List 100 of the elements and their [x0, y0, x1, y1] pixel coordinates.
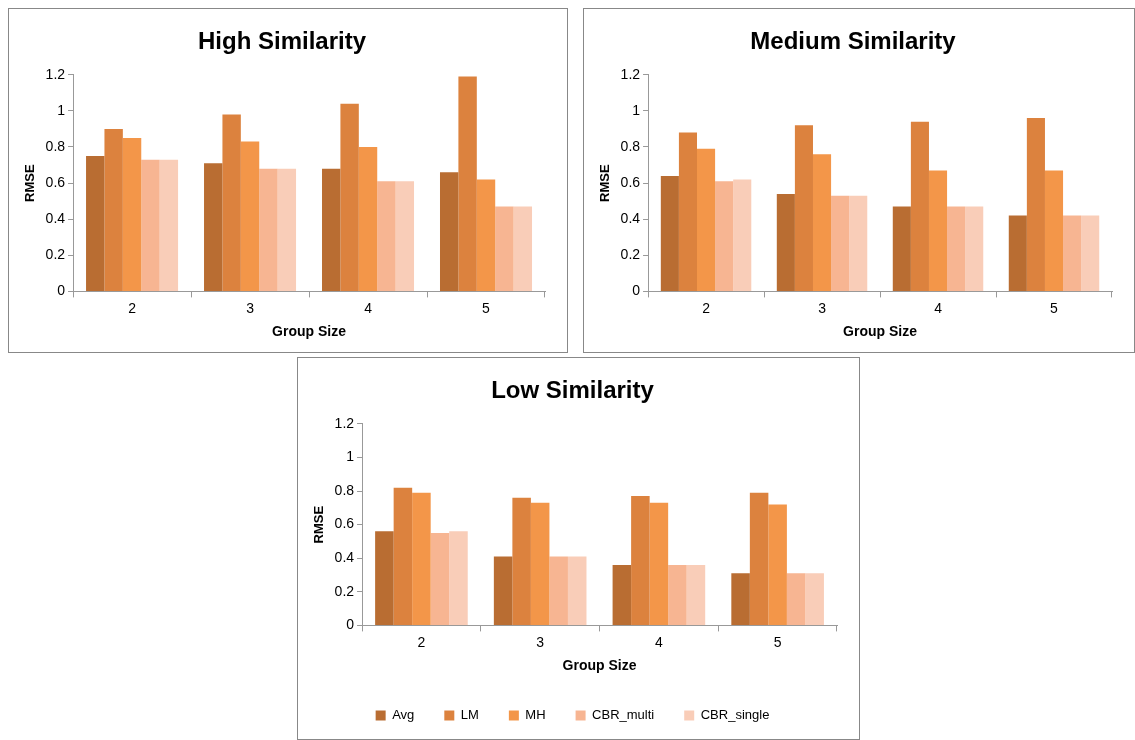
bar — [612, 564, 632, 625]
bar — [849, 195, 868, 291]
bar — [222, 114, 241, 291]
bar — [831, 195, 850, 291]
chart-title: Low Similarity — [491, 376, 655, 404]
bar — [159, 159, 179, 291]
y-tick-label: 0.8 — [620, 137, 641, 154]
y-tick-label: 1 — [57, 101, 66, 118]
bar — [439, 172, 459, 291]
y-tick-label: 0.6 — [45, 173, 66, 190]
y-axis-title: RMSE — [311, 505, 327, 544]
legend-label: LM — [460, 707, 479, 723]
bar — [240, 141, 260, 291]
bar — [812, 154, 832, 291]
bar — [412, 492, 431, 625]
legend-label: CBR_multi — [592, 707, 655, 723]
bar — [375, 531, 394, 625]
chart-title: High Similarity — [197, 27, 367, 55]
bar — [449, 531, 468, 625]
bar — [141, 159, 160, 291]
bar — [733, 179, 752, 291]
x-axis-title: Group Size — [562, 657, 637, 674]
bar — [649, 502, 669, 625]
x-tick-label: 5 — [773, 633, 782, 650]
bar — [947, 206, 966, 291]
y-axis-title: RMSE — [597, 163, 613, 202]
y-axis-title: RMSE — [22, 163, 38, 202]
y-tick-label: 0.8 — [45, 137, 66, 154]
y-tick-label: 0.8 — [334, 481, 355, 498]
y-tick-label: 0.4 — [45, 210, 66, 227]
y-tick-label: 0 — [57, 282, 66, 299]
bar — [476, 179, 496, 291]
y-tick-label: 1 — [346, 448, 355, 465]
bar — [1063, 215, 1082, 291]
y-tick-label: 1 — [632, 101, 641, 118]
bar — [530, 502, 550, 625]
y-tick-label: 0.2 — [334, 582, 355, 599]
x-tick-label: 2 — [702, 299, 711, 316]
x-tick-label: 3 — [246, 299, 255, 316]
bar — [749, 492, 769, 625]
legend-label: CBR_single — [700, 707, 770, 723]
bar — [377, 181, 396, 291]
y-tick-label: 0.2 — [45, 246, 66, 263]
bar — [910, 121, 929, 291]
bar — [358, 147, 378, 291]
bar — [715, 181, 734, 291]
y-tick-label: 0.6 — [620, 173, 641, 190]
legend-label: Avg — [392, 707, 415, 723]
bar — [393, 487, 413, 625]
bar — [430, 533, 450, 625]
x-tick-label: 3 — [536, 633, 545, 650]
bar — [686, 564, 706, 625]
bar — [660, 175, 679, 291]
bar — [786, 573, 806, 625]
bar — [794, 125, 813, 291]
y-tick-label: 1.2 — [45, 65, 66, 82]
bar — [768, 504, 787, 625]
y-tick-label: 0.4 — [620, 210, 641, 227]
bar — [512, 497, 531, 625]
bar — [493, 556, 513, 625]
x-axis-title: Group Size — [843, 323, 918, 340]
x-axis-title: Group Size — [272, 323, 347, 340]
bar — [340, 103, 359, 291]
y-tick-label: 0.6 — [334, 515, 355, 532]
y-tick-label: 0.4 — [334, 549, 355, 566]
bar — [1026, 118, 1045, 291]
x-tick-label: 3 — [818, 299, 827, 316]
bar — [122, 137, 142, 291]
bar — [204, 163, 223, 291]
bar — [567, 556, 587, 625]
bar — [697, 148, 716, 291]
bar — [776, 193, 795, 291]
legend-label: MH — [525, 707, 546, 723]
chart-title: Medium Similarity — [750, 27, 957, 55]
bar — [395, 181, 415, 291]
bar — [965, 206, 984, 291]
y-tick-label: 0 — [346, 616, 355, 633]
bar — [86, 156, 105, 291]
x-tick-label: 4 — [364, 299, 373, 316]
bar — [513, 206, 533, 291]
bar — [892, 206, 911, 291]
x-tick-label: 5 — [1050, 299, 1059, 316]
bar — [805, 573, 824, 625]
y-tick-label: 0 — [632, 282, 641, 299]
bar — [631, 496, 650, 625]
x-tick-label: 4 — [934, 299, 943, 316]
bar — [1081, 215, 1100, 291]
bar — [322, 168, 341, 291]
y-tick-label: 0.2 — [620, 246, 641, 263]
x-tick-label: 2 — [417, 633, 426, 650]
x-tick-label: 2 — [128, 299, 137, 316]
bar — [1044, 170, 1064, 291]
y-tick-label: 1.2 — [620, 65, 641, 82]
y-tick-label: 1.2 — [334, 414, 355, 431]
bar — [549, 556, 568, 625]
bar — [277, 168, 297, 291]
bar — [259, 168, 278, 291]
bar — [495, 206, 514, 291]
bar — [1008, 215, 1027, 291]
bar — [458, 76, 477, 291]
